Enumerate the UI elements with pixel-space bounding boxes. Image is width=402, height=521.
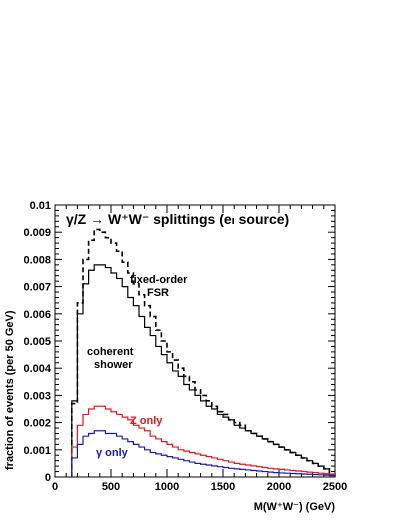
y-tick-label: 0.006 <box>23 309 51 321</box>
series-line-2 <box>71 405 336 477</box>
annotation-coherent: coherent <box>87 346 134 358</box>
y-tick-label: 0.002 <box>23 418 51 430</box>
x-tick-label: 1000 <box>155 481 179 493</box>
x-axis-label: M(W⁺W⁻) (GeV) <box>254 501 336 513</box>
annotation-z-only: Z only <box>130 415 163 427</box>
y-axis: 0 0.001 0.002 0.003 0.004 0.005 0.006 0.007 0.00… <box>23 200 335 484</box>
x-tick-label: 2500 <box>323 481 347 493</box>
x-tick-label: 1500 <box>211 481 235 493</box>
annotation-fsr: FSR <box>147 287 169 299</box>
y-tick-label: 0.008 <box>23 254 51 266</box>
series-line-1 <box>71 264 336 477</box>
annotation-shower: shower <box>94 359 133 371</box>
y-tick-label: 0.009 <box>23 227 51 239</box>
y-tick-label: 0.003 <box>23 390 51 402</box>
annotation-fixed-order: fixed-order <box>130 274 188 286</box>
series-line-3 <box>71 430 336 477</box>
series-group <box>71 228 336 477</box>
y-axis-label: fraction of events (per 50 GeV) <box>4 310 16 470</box>
y-tick-label: 0.005 <box>23 336 51 348</box>
x-tick-label: 2000 <box>267 481 291 493</box>
x-axis: 0 500 1000 1500 2000 2500 <box>52 205 347 493</box>
y-tick-label: 0.01 <box>30 200 51 212</box>
y-tick-label: 0.007 <box>23 282 51 294</box>
chart-title: γ/Z → W⁺W⁻ splittings (eₗ source) <box>66 211 289 227</box>
annotation-gamma-only: γ only <box>96 447 129 459</box>
x-tick-label: 500 <box>102 481 120 493</box>
y-tick-label: 0 <box>45 472 51 484</box>
y-tick-label: 0.004 <box>23 363 51 375</box>
x-tick-label: 0 <box>52 481 58 493</box>
y-tick-label: 0.001 <box>23 445 51 457</box>
